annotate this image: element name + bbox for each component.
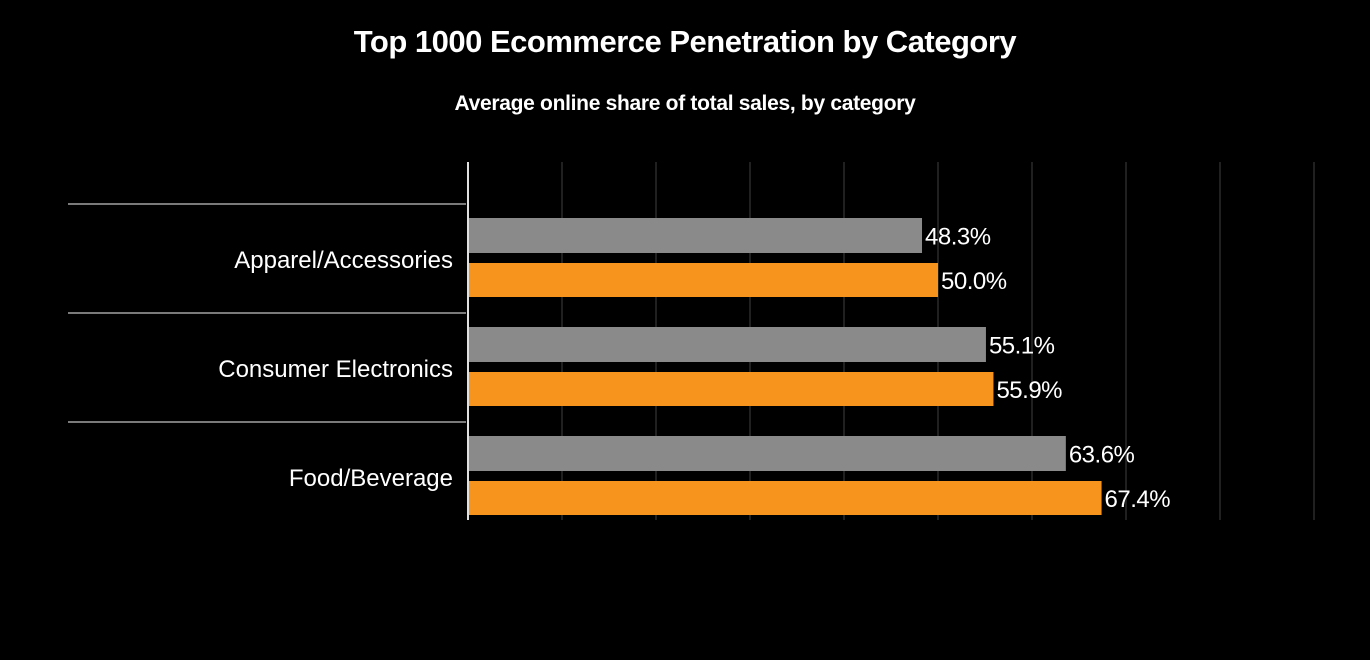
category-label: Apparel/Accessories [234,247,453,274]
chart-title: Top 1000 Ecommerce Penetration by Catego… [353,24,1017,59]
data-label: 55.9% [996,377,1062,404]
bar [468,481,1102,515]
bar [468,218,923,253]
chart-subtitle: Average online share of total sales, by … [454,92,916,115]
category-label: Food/Beverage [289,465,453,492]
data-label: 67.4% [1105,486,1171,513]
data-label: 48.3% [925,224,991,251]
data-label: 63.6% [1069,442,1135,469]
data-label: 55.1% [989,333,1055,360]
bar [468,372,994,406]
data-label: 50.0% [941,268,1007,295]
bar [468,436,1066,471]
bar [468,263,938,297]
bar [468,327,986,362]
category-label: Consumer Electronics [218,356,453,383]
